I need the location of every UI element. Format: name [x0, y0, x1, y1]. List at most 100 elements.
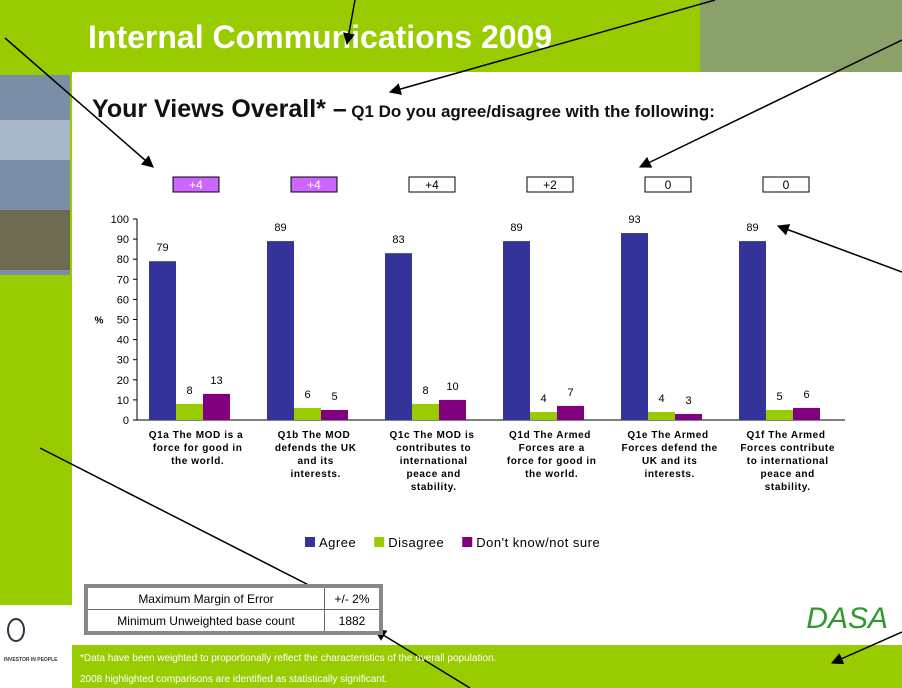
logo-ring [7, 618, 25, 642]
bar [739, 241, 766, 420]
table-cell: Maximum Margin of Error [85, 585, 325, 610]
annotation-arrows [4, 0, 902, 688]
x-tick-line: defends the UK [271, 443, 356, 454]
value-label: 83 [392, 234, 404, 246]
x-tick-line: Q1f The Armed [746, 430, 825, 441]
value-label: 8 [422, 385, 428, 397]
footer-bar [72, 645, 902, 688]
y-tick-label: 70 [117, 274, 129, 286]
y-tick-label: 50 [117, 315, 129, 327]
left-logo: INVESTOR IN PEOPLE [4, 657, 58, 663]
photo [0, 120, 70, 160]
x-tick-line: Forces defend the [618, 443, 718, 454]
logo-area [0, 605, 72, 688]
x-tick-line: the world. [168, 456, 225, 467]
x-tick-line: UK and its [639, 456, 698, 467]
x-tick-line: force for good in [503, 456, 596, 467]
value-label: 79 [156, 242, 168, 254]
x-tick-line: peace and [757, 469, 815, 480]
legend-swatch [462, 537, 473, 547]
error-table: Maximum Margin of Error +/- 2% Minimum Un… [84, 584, 383, 635]
question: Q1 Do you agree/disagree with the follow… [351, 102, 715, 121]
y-tick-label: 0 [123, 415, 129, 427]
value-label: 13 [210, 375, 222, 387]
value-label: 8 [186, 385, 192, 397]
y-tick-label: 60 [117, 294, 129, 306]
bar [412, 403, 439, 420]
value-label: 3 [685, 395, 691, 407]
x-tick-label: Q1b The MOD defends the UK and its inter… [271, 430, 356, 480]
x-tick-line: to international [743, 456, 828, 467]
bar [321, 409, 348, 420]
table-cell: 1882 [324, 609, 382, 634]
bar [149, 261, 176, 420]
x-tick-line: Q1e The Armed [627, 430, 708, 441]
x-tick-line: interests. [287, 469, 341, 480]
value-label: 5 [776, 391, 782, 403]
x-tick-line: Forces are a [515, 443, 585, 454]
x-tick-line: contributes to [393, 443, 471, 454]
bar [766, 409, 793, 420]
change-box [526, 176, 574, 193]
bar [503, 241, 530, 420]
legend-label: Agree [319, 535, 356, 550]
footer: *Data have been weighted to proportional… [80, 648, 496, 688]
x-tick-line: and its [294, 456, 334, 467]
change-label: +4 [189, 178, 203, 192]
value-label: 4 [658, 393, 664, 405]
x-tick-line: Forces contribute [737, 443, 835, 454]
change-box [172, 176, 220, 193]
legend-swatch [305, 537, 315, 547]
bar [294, 407, 321, 420]
x-tick-label: Q1e The Armed Forces defend the UK and i… [618, 430, 718, 480]
change-label: +4 [425, 178, 439, 192]
value-label: 4 [540, 393, 546, 405]
y-tick-label: 90 [117, 234, 129, 246]
y-axis-label: % [95, 316, 104, 327]
value-label: 89 [746, 222, 758, 234]
y-tick-label: 100 [111, 214, 129, 226]
bar [621, 233, 648, 420]
change-box [408, 176, 456, 193]
heading: Your Views Overall* – Q1 Do you agree/di… [92, 92, 812, 130]
change-label: +4 [307, 178, 321, 192]
x-tick-label: Q1c The MOD is contributes to internatio… [389, 430, 474, 493]
value-label: 6 [803, 389, 809, 401]
header-title: Internal Communications 2009 [88, 19, 552, 55]
bar [557, 405, 584, 420]
value-label: 6 [304, 389, 310, 401]
y-tick-label: 80 [117, 254, 129, 266]
x-tick-label: Q1d The Armed Forces are a force for goo… [503, 430, 596, 480]
photo [0, 210, 70, 270]
bar [675, 413, 702, 420]
header-photo [700, 0, 902, 72]
value-label: 89 [510, 222, 522, 234]
change-box [290, 176, 338, 193]
table-cell: +/- 2% [324, 585, 382, 610]
legend-label: Disagree [388, 535, 444, 550]
change-label: 0 [783, 178, 790, 192]
bar [176, 403, 203, 420]
change-box [762, 176, 810, 193]
bar [203, 393, 230, 420]
bar [530, 411, 557, 420]
x-tick-label: Q1a The MOD is a force for good in the w… [149, 430, 244, 467]
y-tick-label: 10 [117, 395, 129, 407]
value-label: 89 [274, 222, 286, 234]
x-tick-line: Q1d The Armed [509, 430, 591, 441]
value-label: 10 [446, 381, 458, 393]
x-tick-line: Q1b The MOD [278, 430, 351, 441]
x-tick-line: the world. [522, 469, 579, 480]
bar [793, 407, 820, 420]
x-tick-line: stability. [407, 482, 456, 493]
x-tick-line: Q1a The MOD is a [149, 430, 244, 441]
bar [267, 241, 294, 420]
value-label: 93 [628, 214, 640, 226]
x-tick-line: interests. [641, 469, 695, 480]
change-label: 0 [665, 178, 672, 192]
legend-label: Don't know/not sure [476, 535, 600, 550]
change-label: +2 [543, 178, 557, 192]
x-tick-line: force for good in [149, 443, 242, 454]
